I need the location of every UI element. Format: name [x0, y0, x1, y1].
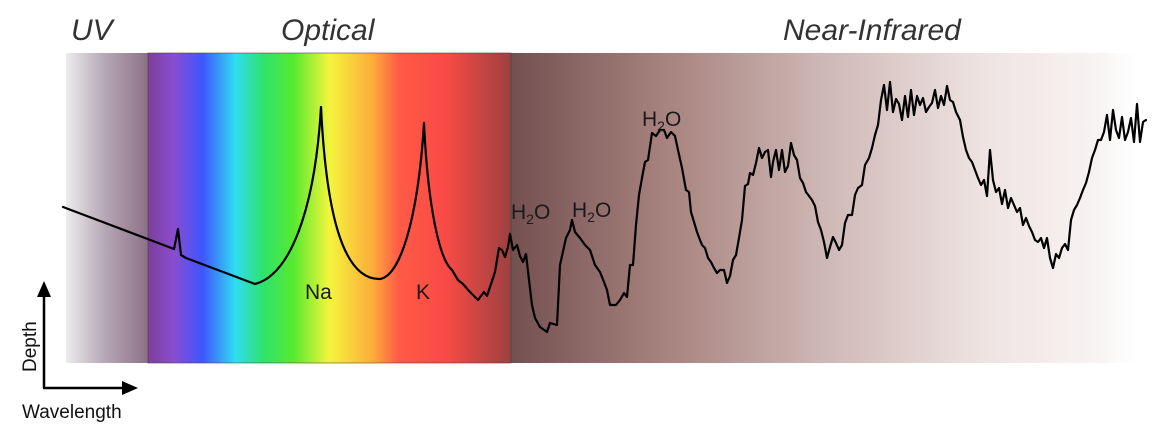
axes-indicator: Depth Wavelength: [20, 281, 138, 423]
near-infrared-region-label: Near-Infrared: [783, 14, 962, 47]
water-label-2: H2O: [572, 199, 611, 225]
near-infrared-band: [510, 53, 1140, 363]
x-axis-arrowhead: [122, 381, 138, 395]
water-label-1: H2O: [511, 201, 550, 227]
potassium-label: K: [416, 281, 430, 304]
y-axis-arrowhead: [37, 281, 51, 297]
transmission-spectrum-line: [61, 80, 1148, 334]
optical-region-label: Optical: [281, 14, 376, 47]
wavelength-axis-label: Wavelength: [22, 402, 122, 423]
water-label-3: H2O: [642, 108, 681, 134]
depth-axis-label: Depth: [20, 321, 41, 372]
optical-band-outline: [147, 52, 512, 364]
optical-band: [148, 53, 511, 363]
band-edge-fade: [1100, 53, 1140, 363]
uv-region-label: UV: [71, 14, 116, 47]
uv-band: [66, 53, 149, 363]
sodium-label: Na: [305, 281, 332, 304]
